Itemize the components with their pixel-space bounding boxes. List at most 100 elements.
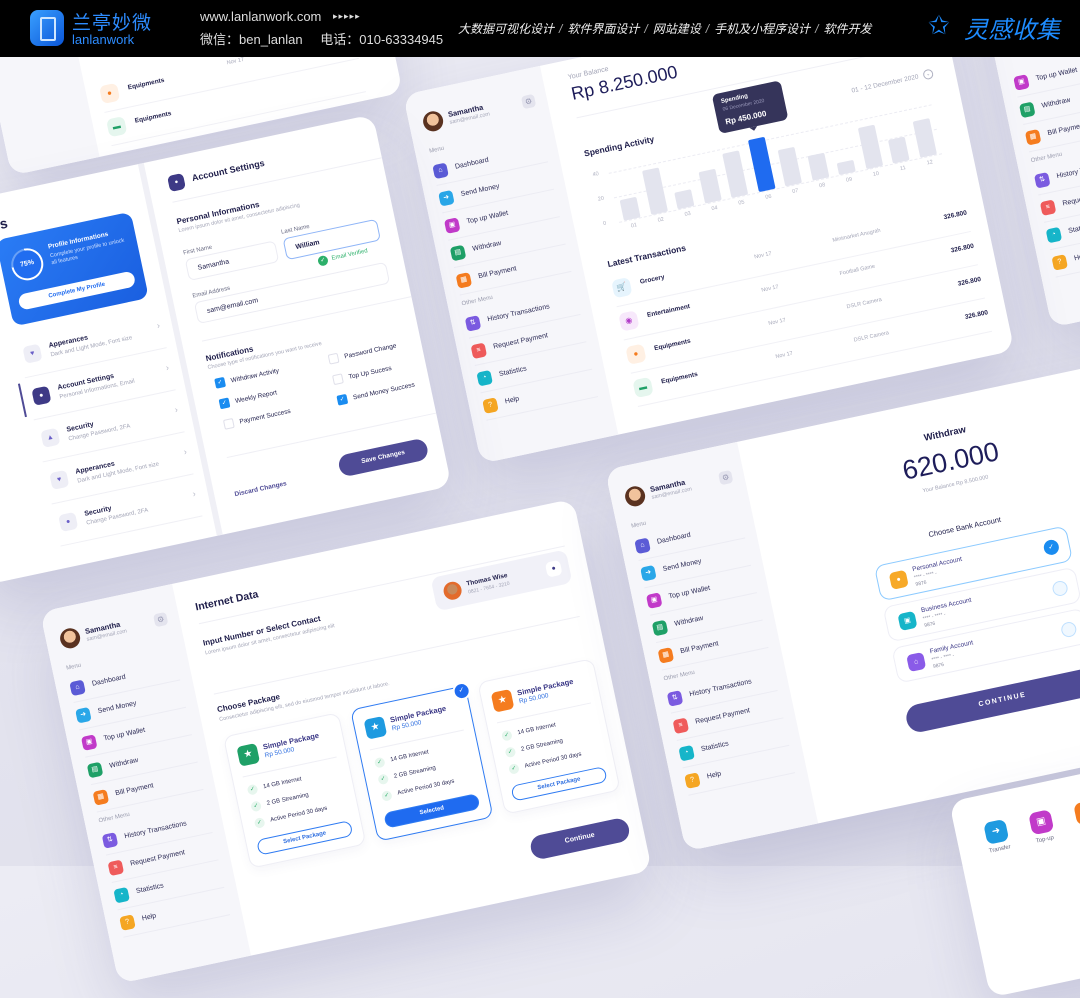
- transaction-date: Nov 17: [226, 56, 245, 67]
- statistics-icon: ◔: [113, 886, 130, 904]
- site-header: 兰亭妙微 lanlanwork www.lanlanwork.com ▸▸▸▸▸…: [0, 0, 1080, 57]
- radio-button[interactable]: [1059, 620, 1078, 639]
- checkbox-label: Password Change: [343, 341, 398, 360]
- notification-option[interactable]: ✓ Weekly Report: [218, 387, 278, 410]
- service-link[interactable]: 软件开发: [823, 22, 872, 36]
- checkbox[interactable]: [222, 417, 235, 430]
- bar-12[interactable]: [912, 117, 937, 158]
- bar-04[interactable]: [698, 168, 722, 204]
- quick-action-label: Transfer: [988, 844, 1012, 855]
- avatar: [58, 626, 82, 651]
- service-link[interactable]: 手机及小程序设计: [714, 22, 811, 36]
- heart-icon: ♥: [49, 469, 70, 490]
- help-icon: ?: [119, 913, 136, 931]
- sidebar-item-label: Withdraw: [673, 614, 704, 628]
- checkbox[interactable]: [327, 352, 340, 365]
- bar-01[interactable]: [619, 196, 641, 221]
- separator: /: [644, 22, 648, 36]
- transaction-description: Football Game: [839, 263, 876, 278]
- bar-11[interactable]: [888, 136, 910, 164]
- request-icon: ≡: [672, 717, 690, 734]
- transaction-date: Nov 17: [767, 317, 787, 327]
- notification-option[interactable]: ✓ Send Money Success: [336, 380, 415, 406]
- bar-03[interactable]: [674, 188, 695, 210]
- account-name: Business Account: [920, 596, 973, 615]
- package-card[interactable]: ★ Simple Package Rp 50.000 ✓ 14 GB Internet ✓…: [222, 712, 367, 869]
- gear-icon[interactable]: ⚙: [520, 93, 537, 109]
- website-link[interactable]: www.lanlanwork.com: [200, 9, 322, 24]
- transaction-category: Equipments: [134, 110, 173, 125]
- checkbox-label: Weekly Report: [234, 388, 278, 405]
- checkbox[interactable]: [332, 373, 344, 386]
- bill-icon: ▦: [657, 646, 675, 664]
- x-tick-label: 04: [711, 205, 719, 213]
- radio-button[interactable]: ✓: [1042, 538, 1061, 557]
- service-link[interactable]: 软件界面设计: [567, 22, 640, 36]
- x-tick-label: 06: [764, 193, 773, 201]
- checkbox[interactable]: ✓: [218, 397, 231, 410]
- chevron-right-icon: ›: [155, 320, 161, 331]
- help-icon: ?: [1051, 253, 1068, 271]
- save-changes-button[interactable]: Save Changes: [336, 437, 430, 478]
- request-icon: ≡: [107, 859, 125, 876]
- withdraw-icon: ▤: [651, 619, 669, 636]
- transaction-description: DSLR Camera: [853, 330, 890, 344]
- bar-10[interactable]: [857, 124, 883, 170]
- lock-icon: ▲: [40, 427, 61, 448]
- sidebar-item-label: Bill Payment: [679, 640, 720, 656]
- continue-button[interactable]: Continue: [528, 816, 632, 861]
- gear-icon[interactable]: ⚙: [717, 469, 734, 485]
- request-icon: ≡: [470, 342, 488, 359]
- check-badge-icon: ✓: [450, 680, 473, 702]
- send-icon: ➜: [640, 564, 657, 582]
- gear-icon[interactable]: ⚙: [152, 611, 169, 627]
- discard-changes-link[interactable]: Discard Changes: [233, 480, 288, 499]
- radio-button[interactable]: [1051, 579, 1069, 598]
- package-card[interactable]: ★ Simple Package Rp 50.000 ✓ 14 GB Internet ✓…: [477, 658, 621, 815]
- star-icon: ★: [363, 715, 388, 740]
- bar-08[interactable]: [807, 152, 830, 181]
- spending-title: Spending Activity: [583, 133, 656, 159]
- service-link[interactable]: 网站建设: [652, 22, 701, 36]
- sidebar-item-label: Bill Payment: [1046, 122, 1080, 138]
- checkbox[interactable]: ✓: [214, 376, 227, 389]
- bar-05[interactable]: [722, 150, 749, 198]
- transactions-list: 🛒 Grocery Nov 17 Minimarket Anugrah 326.800 ◉…: [609, 198, 993, 407]
- x-tick-label: 12: [926, 159, 934, 167]
- withdraw-icon: ▤: [449, 244, 467, 261]
- checkbox[interactable]: ✓: [336, 393, 349, 406]
- transaction-amount: 326.800: [950, 242, 975, 255]
- arrows-decoration: ▸▸▸▸▸: [333, 11, 361, 21]
- statistics-icon: ◔: [1045, 226, 1063, 243]
- profile-text: Samantha sam@email.com: [84, 619, 127, 643]
- equipment-icon: ▬: [106, 116, 128, 138]
- notification-option[interactable]: Payment Success: [222, 406, 292, 430]
- bar-07[interactable]: [777, 146, 803, 187]
- date-range-selector[interactable]: 01 - 12 December 2020 ⌄: [851, 68, 935, 95]
- x-tick-label: 01: [630, 222, 638, 230]
- transaction-category: Equipments: [127, 76, 166, 92]
- sidebar-item-label: Dashboard: [656, 531, 692, 546]
- withdraw-icon: ▤: [1018, 101, 1036, 118]
- notification-option[interactable]: ✓ Withdraw Activity: [214, 365, 280, 389]
- transaction-description: Minimarket Anugrah: [832, 227, 882, 244]
- check-icon: ✓: [500, 729, 513, 742]
- notification-option[interactable]: Top Up Sucess: [332, 363, 392, 386]
- check-icon: ✓: [373, 756, 386, 769]
- camera-icon: ●: [625, 343, 647, 365]
- bar-02[interactable]: [641, 167, 668, 216]
- notification-option[interactable]: Password Change: [327, 340, 398, 365]
- service-link[interactable]: 大数据可视化设计: [458, 22, 555, 36]
- package-card[interactable]: ★ Simple Package Rp 50.000 ✓ 14 GB Internet ✓…: [350, 680, 494, 842]
- transfer-icon: ➜: [983, 818, 1010, 845]
- quick-action-label: Top-up: [1035, 835, 1055, 845]
- internet-data-content: Internet Data Input Number or Select Con…: [172, 499, 652, 956]
- quick-action-transfer[interactable]: ➜ Transfer: [982, 818, 1041, 992]
- contact-book-icon[interactable]: ●: [544, 559, 563, 578]
- brand-title: 灵感收集: [964, 17, 1060, 44]
- star-icon: ★: [490, 688, 515, 713]
- home-icon: ⌂: [432, 162, 449, 179]
- bill-icon: ▦: [1073, 799, 1080, 826]
- feature-text: 14 GB Internet: [262, 776, 303, 791]
- camera-icon: ●: [98, 82, 121, 105]
